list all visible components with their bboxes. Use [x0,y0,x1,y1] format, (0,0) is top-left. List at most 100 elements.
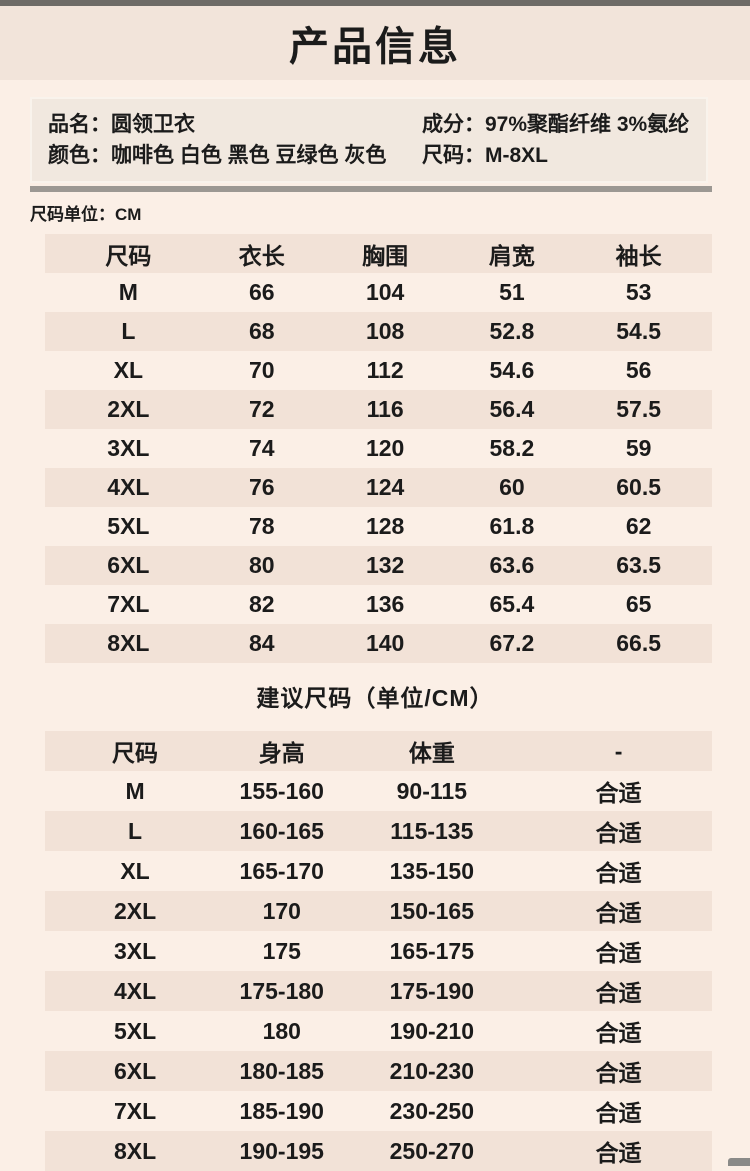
table-cell: 60 [499,474,525,500]
product-name-value: 圆领卫衣 [111,113,195,136]
table-cell: L [121,318,136,344]
table-row: 3XL 74 120 58.2 59 [45,429,712,468]
table-cell: 160-165 [239,817,324,844]
table-row: L 160-165 115-135 合适 [45,811,712,851]
table-cell: 4XL [113,977,157,1004]
header-row: 尺码 身高 体重 - [45,731,712,771]
page-title: 产品信息 [289,25,461,69]
table-cell: 8XL [113,1137,157,1164]
size-range-label: 尺码： [422,144,485,167]
size-measurement-table: 尺码 衣长 胸围 肩宽 袖长 M 66 104 51 53 L 68 108 52.8 54.5 XL 70 1… [45,234,712,663]
table-cell: 7XL [107,591,150,617]
table-cell: 53 [625,279,652,305]
table-row: 3XL 175 165-175 合适 [45,931,712,971]
table-cell: 78 [248,513,275,539]
table-cell: 52.8 [489,318,535,344]
column-header: 衣长 [238,242,285,269]
table-cell: 190-210 [389,1017,475,1044]
table-cell: 合适 [595,980,642,1006]
table-cell: 67.2 [489,630,535,656]
table-cell: 56.4 [489,396,535,422]
table-row: 8XL 190-195 250-270 合适 [45,1131,712,1171]
suggested-table-body: M 155-160 90-115 合适 L 160-165 115-135 合适 XL 165-1… [45,771,712,1171]
table-cell: 4XL [107,474,150,500]
table-row: 7XL 82 136 65.4 65 [45,585,712,624]
table-cell: 合适 [595,860,642,886]
table-cell: 82 [248,591,275,617]
table-cell: 74 [248,435,275,461]
table-cell: 8XL [107,630,150,656]
table-cell: 56 [625,357,652,383]
table-row: M 155-160 90-115 合适 [45,771,712,811]
table-cell: 72 [248,396,275,422]
table-cell: 124 [365,474,405,500]
composition-field: 成分：97%聚酯纤维 3%氨纶 [422,109,690,140]
size-range-value: M-8XL [485,144,548,167]
table-cell: 68 [248,318,275,344]
table-cell: 80 [248,552,275,578]
table-cell: 54.6 [489,357,535,383]
column-header: 肩宽 [488,242,535,269]
suggested-size-table: 尺码 身高 体重 - M 155-160 90-115 合适 L 160-165 115-135 合… [45,731,712,1171]
table-cell: 58.2 [489,435,535,461]
table-cell: 175 [262,937,301,964]
product-info-row: 品名：圆领卫衣 成分：97%聚酯纤维 3%氨纶 [48,109,690,140]
table-cell: 128 [365,513,405,539]
table-cell: 60.5 [616,474,661,500]
table-row: 5XL 180 190-210 合适 [45,1011,712,1051]
table-cell: 165-175 [389,937,475,964]
table-cell: 108 [365,318,405,344]
table-cell: 104 [365,279,405,305]
table-cell: 5XL [113,1017,157,1044]
table-cell: 合适 [595,1020,642,1046]
table-cell: 63.5 [616,552,661,578]
product-info-row: 颜色：咖啡色 白色 黑色 豆绿色 灰色 尺码：M-8XL [48,140,690,171]
table-cell: 132 [365,552,405,578]
table-cell: 136 [365,591,405,617]
table-cell: 135-150 [389,857,475,884]
product-info-box: 品名：圆领卫衣 成分：97%聚酯纤维 3%氨纶 颜色：咖啡色 白色 黑色 豆绿色… [30,97,708,183]
top-divider-bar [0,0,750,6]
table-cell: 112 [366,357,404,383]
table-cell: 90-115 [396,777,467,804]
suggested-table-header: 尺码 身高 体重 - [45,731,712,771]
table-cell: 175-190 [389,977,475,1004]
table-cell: 66 [248,279,275,305]
table-cell: 6XL [113,1057,157,1084]
table-cell: 165-170 [239,857,324,884]
table-cell: 合适 [595,1060,642,1086]
column-header: - [614,737,623,764]
table-cell: 3XL [113,937,157,964]
table-cell: 120 [365,435,405,461]
table-cell: 84 [248,630,275,656]
table-cell: 150-165 [389,897,475,924]
table-cell: 6XL [107,552,150,578]
table-cell: 51 [499,279,525,305]
composition-label: 成分： [422,113,485,136]
composition-value: 97%聚酯纤维 3%氨纶 [485,113,690,136]
table-cell: M [118,279,138,305]
table-cell: 180-185 [239,1057,324,1084]
color-value: 咖啡色 白色 黑色 豆绿色 灰色 [111,144,387,167]
table-cell: 57.5 [616,396,661,422]
table-row: 6XL 80 132 63.6 63.5 [45,546,712,585]
table-cell: 59 [625,435,652,461]
size-range-field: 尺码：M-8XL [422,140,690,171]
table-cell: 合适 [595,780,642,806]
column-header: 尺码 [105,242,152,269]
table-cell: 合适 [595,1140,642,1166]
table-cell: XL [120,857,150,884]
table-cell: 61.8 [489,513,535,539]
table-cell: 76 [248,474,275,500]
table-row: 4XL 175-180 175-190 合适 [45,971,712,1011]
table-cell: 140 [365,630,405,656]
table-cell: 70 [248,357,275,383]
color-label: 颜色： [48,144,111,167]
header-row: 尺码 衣长 胸围 肩宽 袖长 [45,234,712,273]
table-row: 4XL 76 124 60 60.5 [45,468,712,507]
table-cell: 210-230 [389,1057,475,1084]
table-cell: 2XL [113,897,157,924]
table-cell: 180 [262,1017,301,1044]
column-header: 身高 [258,740,305,766]
table-cell: 62 [625,513,652,539]
